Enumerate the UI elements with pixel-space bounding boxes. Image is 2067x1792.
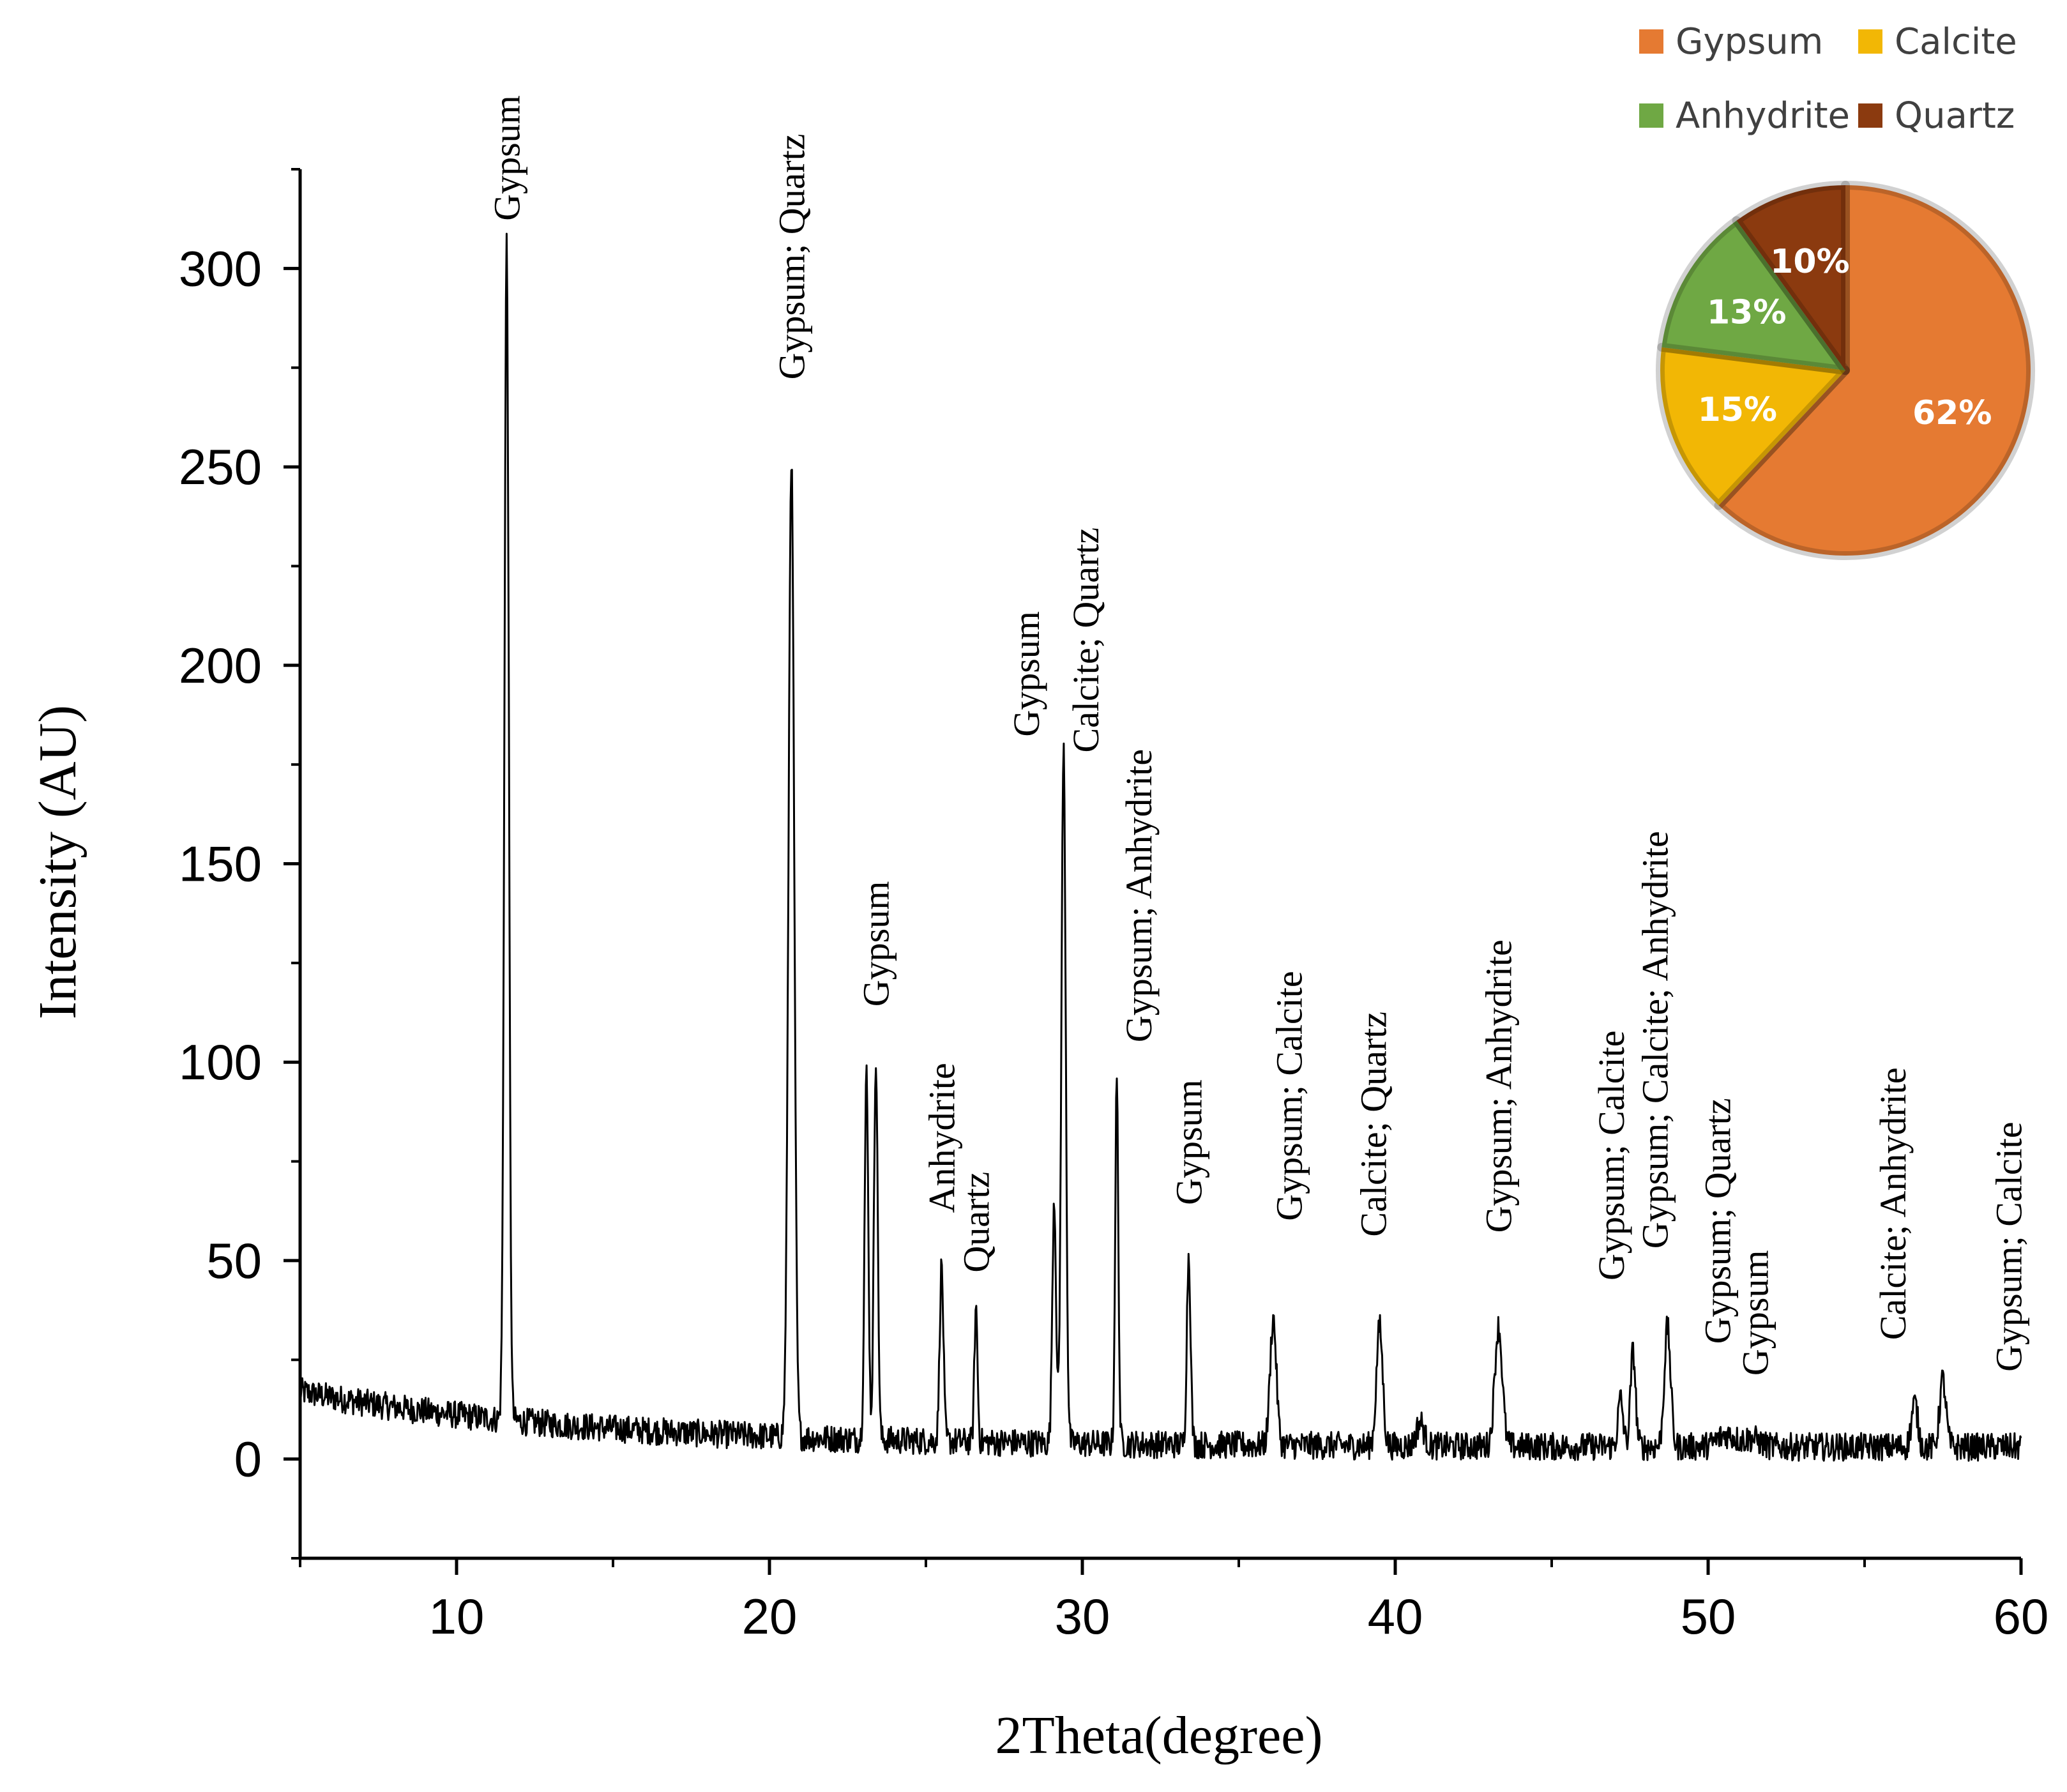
x-tick-label: 60 bbox=[1994, 1588, 2049, 1644]
peak-annotation: Anhydrite bbox=[921, 1063, 963, 1213]
x-tick-label: 50 bbox=[1681, 1588, 1736, 1644]
peak-annotations: Gypsum Gypsum; QuartzGypsumAnhydriteQuart… bbox=[486, 95, 2029, 1376]
pie-label-quartz: 10% bbox=[1770, 243, 1849, 281]
pie-slice-quartz bbox=[1732, 181, 1850, 375]
y-tick-label: 50 bbox=[206, 1233, 262, 1289]
mineral-pie-chart: 62% 15% 13% 10% bbox=[1656, 181, 2035, 560]
peak-annotation: Gypsum; Calcite bbox=[1268, 971, 1310, 1220]
peak-annotation: Gypsum bbox=[486, 95, 527, 221]
peak-annotation: Gypsum; Calcite bbox=[1591, 1031, 1632, 1280]
legend-label-anhydrite: Anhydrite bbox=[1676, 95, 1850, 137]
x-axis-title: 2Theta(degree) bbox=[996, 1706, 1323, 1765]
peak-annotation: Gypsum; Quartz bbox=[771, 133, 812, 379]
pie-slice-anhydrite bbox=[1657, 216, 1850, 375]
pie-slice-calcite bbox=[1656, 342, 1850, 510]
peak-annotation: Calcite; Quartz bbox=[1353, 1012, 1395, 1237]
legend-swatch-quartz bbox=[1858, 103, 1882, 128]
legend-label-gypsum: Gypsum bbox=[1676, 21, 1823, 63]
y-axis-title: Intensity (AU) bbox=[28, 705, 87, 1019]
legend-label-quartz: Quartz bbox=[1895, 95, 2015, 137]
pie-label-calcite: 15% bbox=[1698, 391, 1777, 429]
x-tick-label: 40 bbox=[1368, 1588, 1423, 1644]
peak-annotation: Calcite; Anhydrite bbox=[1872, 1067, 1914, 1340]
peak-annotation: Gypsum; Anhydrite bbox=[1478, 939, 1520, 1233]
pie-label-gypsum: 62% bbox=[1912, 394, 1992, 432]
legend-swatch-calcite bbox=[1858, 29, 1882, 54]
y-tick-label: 250 bbox=[179, 439, 262, 495]
pie-slice-gypsum bbox=[1714, 181, 2035, 560]
peak-annotation: Gypsum; Anhydrite bbox=[1118, 749, 1160, 1042]
xrd-pattern-line bbox=[299, 232, 2022, 1462]
peak-annotation: Gypsum; Quartz bbox=[1697, 1098, 1739, 1344]
x-tick-label: 10 bbox=[429, 1588, 485, 1644]
y-tick-label: 300 bbox=[179, 240, 262, 296]
peak-annotation: Gypsum bbox=[1006, 611, 1047, 737]
legend-swatch-anhydrite bbox=[1639, 103, 1663, 128]
y-tick-label: 0 bbox=[234, 1431, 262, 1487]
y-tick-label: 150 bbox=[179, 836, 262, 892]
x-tick-label: 30 bbox=[1055, 1588, 1110, 1644]
pie-legend: Gypsum Calcite Anhydrite Quartz bbox=[1639, 21, 2017, 137]
peak-annotation: Gypsum bbox=[1735, 1250, 1776, 1376]
y-tick-label: 100 bbox=[179, 1034, 262, 1090]
x-tick-label: 20 bbox=[742, 1588, 798, 1644]
peak-annotation: Calcite; Quartz bbox=[1065, 528, 1107, 753]
pie-label-anhydrite: 13% bbox=[1707, 294, 1786, 332]
peak-annotation: Gypsum bbox=[856, 881, 897, 1007]
legend-label-calcite: Calcite bbox=[1895, 21, 2017, 63]
peak-annotation: Gypsum; Calcite bbox=[1988, 1121, 2029, 1371]
legend-swatch-gypsum bbox=[1639, 29, 1663, 54]
peak-annotation: Gypsum; Calcite; Anhydrite bbox=[1635, 831, 1676, 1249]
peak-annotation: Gypsum bbox=[1169, 1079, 1210, 1205]
axis-ticks: 0 50 100 150 200 250 300 10 20 30 40 50 60 bbox=[179, 168, 2049, 1644]
y-tick-label: 200 bbox=[179, 637, 262, 694]
peak-annotation: Quartz bbox=[955, 1172, 997, 1273]
